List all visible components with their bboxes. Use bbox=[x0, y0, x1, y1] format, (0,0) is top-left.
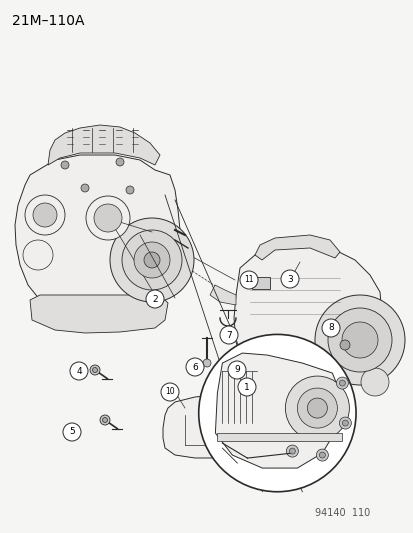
Circle shape bbox=[116, 158, 124, 166]
Text: 8: 8 bbox=[328, 324, 333, 333]
Circle shape bbox=[25, 195, 65, 235]
Polygon shape bbox=[15, 155, 180, 320]
Text: 3: 3 bbox=[287, 274, 292, 284]
Circle shape bbox=[318, 452, 325, 458]
Circle shape bbox=[316, 449, 328, 461]
Polygon shape bbox=[215, 353, 342, 468]
Polygon shape bbox=[163, 395, 264, 458]
Polygon shape bbox=[48, 125, 159, 165]
Circle shape bbox=[61, 161, 69, 169]
Circle shape bbox=[327, 308, 391, 372]
Circle shape bbox=[146, 290, 164, 308]
Text: 9: 9 bbox=[234, 366, 239, 375]
Circle shape bbox=[102, 417, 107, 423]
Circle shape bbox=[63, 423, 81, 441]
Text: 94140  110: 94140 110 bbox=[314, 508, 369, 518]
Circle shape bbox=[285, 376, 349, 440]
Circle shape bbox=[161, 383, 178, 401]
Text: 21M–110A: 21M–110A bbox=[12, 14, 84, 28]
Circle shape bbox=[280, 270, 298, 288]
Circle shape bbox=[336, 377, 347, 389]
Circle shape bbox=[339, 380, 344, 386]
Circle shape bbox=[289, 448, 294, 454]
Circle shape bbox=[100, 415, 110, 425]
Circle shape bbox=[297, 388, 337, 428]
Circle shape bbox=[81, 184, 89, 192]
Polygon shape bbox=[254, 235, 339, 260]
Text: 4: 4 bbox=[76, 367, 82, 376]
Circle shape bbox=[144, 252, 159, 268]
Circle shape bbox=[94, 204, 122, 232]
Polygon shape bbox=[233, 246, 381, 390]
Circle shape bbox=[70, 362, 88, 380]
Circle shape bbox=[90, 365, 100, 375]
Circle shape bbox=[341, 322, 377, 358]
Circle shape bbox=[86, 196, 130, 240]
Text: 6: 6 bbox=[192, 362, 197, 372]
Circle shape bbox=[228, 361, 245, 379]
Polygon shape bbox=[30, 295, 168, 333]
Circle shape bbox=[23, 240, 53, 270]
Text: 5: 5 bbox=[69, 427, 75, 437]
Circle shape bbox=[237, 378, 255, 396]
Circle shape bbox=[314, 295, 404, 385]
Circle shape bbox=[198, 334, 355, 492]
Text: 7: 7 bbox=[225, 330, 231, 340]
Circle shape bbox=[342, 420, 347, 426]
Circle shape bbox=[202, 359, 211, 367]
Text: 1: 1 bbox=[244, 383, 249, 392]
Circle shape bbox=[360, 368, 388, 396]
Circle shape bbox=[286, 342, 302, 358]
Circle shape bbox=[122, 230, 182, 290]
Text: 11: 11 bbox=[244, 276, 253, 285]
Circle shape bbox=[306, 398, 327, 418]
Circle shape bbox=[321, 319, 339, 337]
Circle shape bbox=[286, 445, 298, 457]
Polygon shape bbox=[209, 285, 235, 305]
Circle shape bbox=[92, 367, 97, 373]
FancyBboxPatch shape bbox=[252, 277, 269, 289]
Circle shape bbox=[134, 242, 170, 278]
Circle shape bbox=[126, 186, 134, 194]
Text: 10: 10 bbox=[165, 387, 174, 397]
Circle shape bbox=[33, 203, 57, 227]
Circle shape bbox=[313, 352, 325, 364]
Circle shape bbox=[219, 326, 237, 344]
Circle shape bbox=[185, 358, 204, 376]
Circle shape bbox=[339, 417, 351, 429]
Text: 2: 2 bbox=[152, 295, 157, 303]
Polygon shape bbox=[217, 433, 342, 441]
Circle shape bbox=[110, 218, 194, 302]
Circle shape bbox=[339, 340, 349, 350]
Circle shape bbox=[240, 271, 257, 289]
